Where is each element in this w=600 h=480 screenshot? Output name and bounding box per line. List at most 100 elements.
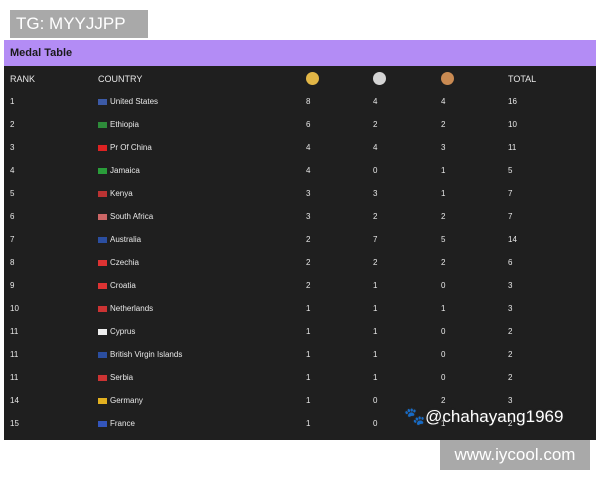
country-cell: Netherlands: [110, 304, 154, 313]
rank-cell: 1: [10, 97, 15, 106]
bronze-cell: 0: [441, 373, 446, 382]
bronze-cell: 2: [441, 120, 446, 129]
total-cell: 2: [508, 419, 513, 428]
column-header: COUNTRY: [98, 74, 143, 84]
table-title: Medal Table: [4, 40, 596, 66]
bronze-cell: 2: [441, 396, 446, 405]
total-cell: 2: [508, 350, 513, 359]
rank-cell: 11: [10, 373, 19, 382]
total-cell: 7: [508, 212, 513, 221]
total-cell: 11: [508, 143, 517, 152]
country-cell: Czechia: [110, 258, 139, 267]
rank-cell: 5: [10, 189, 15, 198]
rank-cell: 9: [10, 281, 15, 290]
bronze-cell: 0: [441, 281, 446, 290]
gold-cell: 1: [306, 327, 311, 336]
bronze-icon: [441, 72, 454, 85]
silver-cell: 7: [373, 235, 378, 244]
gold-cell: 1: [306, 419, 311, 428]
column-header: TOTAL: [508, 74, 537, 84]
flag-icon: [98, 214, 107, 220]
silver-cell: 1: [373, 304, 378, 313]
silver-cell: 0: [373, 166, 378, 175]
total-cell: 3: [508, 281, 513, 290]
gold-cell: 4: [306, 166, 311, 175]
rank-cell: 7: [10, 235, 15, 244]
bronze-cell: 0: [441, 327, 446, 336]
watermark-text: @chahayang1969: [425, 407, 564, 426]
bronze-cell: 1: [441, 166, 446, 175]
country-cell: Jamaica: [110, 166, 140, 175]
flag-icon: [98, 145, 107, 151]
silver-icon: [373, 72, 386, 85]
silver-cell: 0: [373, 396, 378, 405]
flag-icon: [98, 122, 107, 128]
rank-cell: 2: [10, 120, 15, 129]
gold-cell: 4: [306, 143, 311, 152]
gold-cell: 1: [306, 396, 311, 405]
country-cell: Cyprus: [110, 327, 136, 336]
country-cell: Australia: [110, 235, 142, 244]
rank-cell: 15: [10, 419, 19, 428]
flag-icon: [98, 168, 107, 174]
gold-cell: 6: [306, 120, 311, 129]
total-cell: 16: [508, 97, 517, 106]
total-cell: 7: [508, 189, 513, 198]
silver-cell: 2: [373, 258, 378, 267]
flag-icon: [98, 398, 107, 404]
silver-cell: 2: [373, 212, 378, 221]
silver-cell: 0: [373, 419, 378, 428]
country-cell: British Virgin Islands: [110, 350, 183, 359]
rank-cell: 11: [10, 350, 19, 359]
gold-cell: 3: [306, 189, 311, 198]
silver-cell: 3: [373, 189, 378, 198]
silver-cell: 4: [373, 143, 378, 152]
country-cell: United States: [110, 97, 159, 106]
bronze-cell: 0: [441, 350, 446, 359]
bronze-cell: 2: [441, 212, 446, 221]
flag-icon: [98, 191, 107, 197]
gold-cell: 2: [306, 235, 311, 244]
flag-icon: [98, 352, 107, 358]
rank-cell: 11: [10, 327, 19, 336]
country-cell: Serbia: [110, 373, 134, 382]
country-cell: France: [110, 419, 135, 428]
rank-cell: 4: [10, 166, 15, 175]
gold-cell: 1: [306, 304, 311, 313]
rank-cell: 14: [10, 396, 19, 405]
watermark: www.iycool.com: [440, 440, 590, 470]
silver-cell: 1: [373, 327, 378, 336]
gold-cell: 8: [306, 97, 311, 106]
watermark: TG: MYYJJPP: [10, 10, 148, 38]
total-cell: 10: [508, 120, 517, 129]
country-cell: South Africa: [110, 212, 154, 221]
total-cell: 3: [508, 304, 513, 313]
silver-cell: 1: [373, 350, 378, 359]
total-cell: 6: [508, 258, 513, 267]
flag-icon: [98, 237, 107, 243]
gold-cell: 2: [306, 281, 311, 290]
rank-cell: 6: [10, 212, 15, 221]
bronze-cell: 1: [441, 304, 446, 313]
gold-icon: [306, 72, 319, 85]
gold-cell: 2: [306, 258, 311, 267]
flag-icon: [98, 260, 107, 266]
bronze-cell: 5: [441, 235, 446, 244]
rank-cell: 8: [10, 258, 15, 267]
watermark: 🐾@chahayang1969: [404, 407, 564, 426]
bronze-cell: 3: [441, 143, 446, 152]
silver-cell: 2: [373, 120, 378, 129]
bronze-cell: 1: [441, 189, 446, 198]
country-cell: Croatia: [110, 281, 136, 290]
bronze-cell: 4: [441, 97, 446, 106]
flag-icon: [98, 421, 107, 427]
country-cell: Ethiopia: [110, 120, 139, 129]
flag-icon: [98, 283, 107, 289]
rank-cell: 10: [10, 304, 19, 313]
total-cell: 5: [508, 166, 513, 175]
column-header: RANK: [10, 74, 36, 84]
silver-cell: 1: [373, 281, 378, 290]
flag-icon: [98, 306, 107, 312]
gold-cell: 1: [306, 373, 311, 382]
